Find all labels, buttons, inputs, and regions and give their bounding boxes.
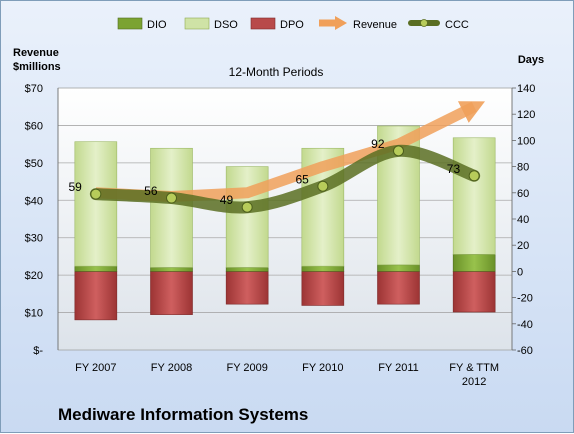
y-right-tick-label: 120 [517,109,535,121]
y-right-tick-label: 140 [517,83,535,95]
y-left-tick-label: $30 [25,233,43,245]
y-right-tick-label: 100 [517,135,535,147]
dpo-bar [150,271,193,315]
dpo-bar [377,271,420,305]
lines: 59 56 49 65 92 73 [68,101,486,214]
dio-bar [225,267,269,272]
legend-label-dso: DSO [214,19,238,31]
ccc-point [166,192,177,204]
legend-marker-ccc [420,19,428,27]
dio-bar [74,265,118,272]
dio-bar [150,267,193,272]
dpo-bar [301,271,345,306]
ccc-data-label: 49 [220,193,234,207]
y-left-tick-label: $50 [25,158,43,170]
ccc-data-label: 73 [447,162,461,176]
y-left-label-line2: $millions [13,61,61,73]
legend-swatch-dso [184,17,210,30]
ccc-data-label: 59 [68,180,82,194]
y-right-tick-label: -60 [517,345,533,357]
chart-title: 12-Month Periods [229,65,324,79]
dso-bar [452,137,496,255]
dio-bar [301,265,345,272]
y-left-tick-label: $10 [25,308,43,320]
y-left-tick-label: $20 [25,270,43,282]
ccc-data-label: 65 [295,172,309,186]
y-left-label-line1: Revenue [13,47,59,59]
legend: DIO DSO DPO Revenue CCC [117,16,469,31]
y-right-tick-label: -20 [517,293,533,305]
dpo-bar [225,271,269,305]
x-tick-label: FY 2007 [75,362,116,374]
legend-label-dpo: DPO [280,19,304,31]
y-left-tick-label: $- [33,345,43,357]
y-right-tick-label: -40 [517,319,533,331]
ccc-point [317,180,329,192]
y-right-tick-label: 20 [517,240,529,252]
x-tick-label: FY 2010 [302,362,343,374]
axes: $- $10 $20 $30 $40 $50 $60 $70 -60 -40 -20 0 20 40 60 8… [25,83,536,388]
ccc-data-label: 56 [144,184,158,198]
dso-bar [74,141,118,267]
dso-bar [150,147,193,268]
dpo-bar [452,271,496,313]
x-tick-label: FY & TTM [449,362,499,374]
y-right-tick-label: 80 [517,162,529,174]
x-tick-label: FY 2009 [226,362,267,374]
y-left-tick-label: $60 [25,120,43,132]
dio-bar [377,264,420,272]
y-left-tick-label: $70 [25,83,43,95]
y-right-tick-label: 40 [517,214,529,226]
x-tick-label: FY 2011 [378,362,419,374]
ccc-point [241,201,253,213]
ccc-point [90,188,102,200]
dpo-bar [74,271,118,321]
legend-label-ccc: CCC [445,19,469,31]
y-left-tick-label: $40 [25,195,43,207]
legend-swatch-dpo [250,17,276,30]
y-right-tick-label: 60 [517,188,529,200]
dio-bar [452,254,496,272]
dso-bar [225,166,269,268]
ccc-data-label: 92 [371,137,385,151]
legend-label-revenue: Revenue [353,19,397,31]
legend-arrow-revenue [335,16,347,30]
company-name: Mediware Information Systems [58,405,309,424]
legend-label-dio: DIO [147,19,167,31]
plot-area [57,87,513,351]
x-tick-label: FY 2008 [151,362,192,374]
ccc-point [393,145,404,157]
x-tick-label: 2012 [462,376,486,388]
y-right-label: Days [518,54,544,66]
ccc-point [468,170,480,182]
y-right-tick-label: 0 [517,266,523,278]
legend-swatch-dio [117,17,143,30]
